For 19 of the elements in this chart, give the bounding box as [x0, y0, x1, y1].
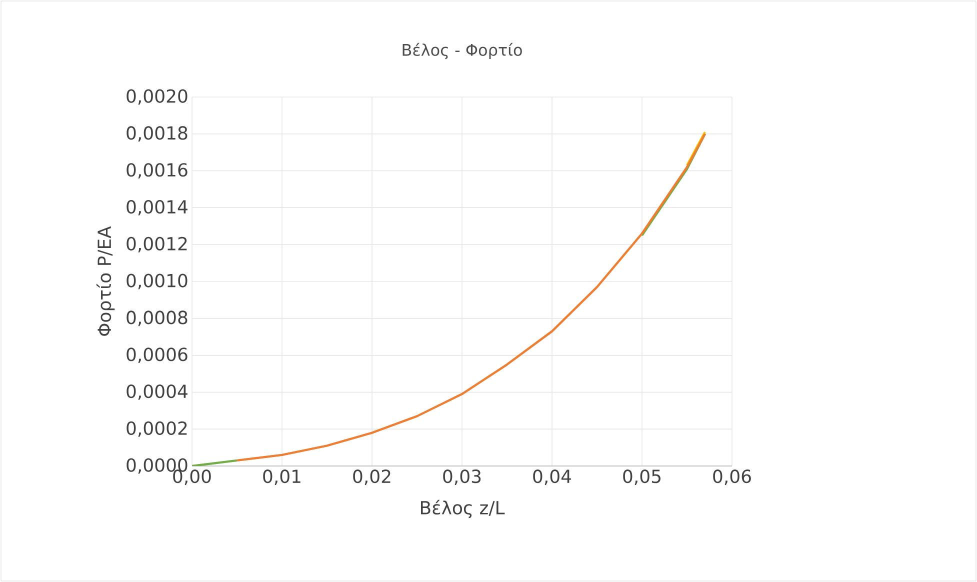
y-tick-label: 0,0014 [126, 200, 188, 216]
y-tick-label: 0,0006 [126, 348, 188, 364]
x-axis-title: Βέλος z/L [420, 500, 505, 518]
y-tick-label: 0,0018 [126, 126, 188, 142]
x-tick-label: 0,02 [353, 470, 390, 485]
x-tick-label: 0,01 [263, 470, 300, 485]
y-tick-label: 0,0012 [126, 236, 187, 252]
y-tick-label: 0,0008 [126, 310, 188, 326]
y-axis-title: Φορτίο P/EA [96, 226, 115, 336]
x-tick-label: 0,05 [623, 470, 660, 485]
y-tick-label: 0,0002 [126, 421, 187, 437]
y-tick-label: 0,0020 [126, 89, 188, 105]
x-tick-label: 0,06 [713, 470, 751, 485]
y-tick-label: 0,0004 [126, 384, 188, 400]
y-tick-label: 0,0016 [126, 163, 188, 179]
x-tick-label: 0,03 [443, 470, 481, 485]
chart-title: Βέλος - Φορτίο [402, 42, 522, 60]
x-tick-label: 0,04 [533, 470, 572, 485]
y-tick-label: 0,0010 [126, 274, 188, 290]
